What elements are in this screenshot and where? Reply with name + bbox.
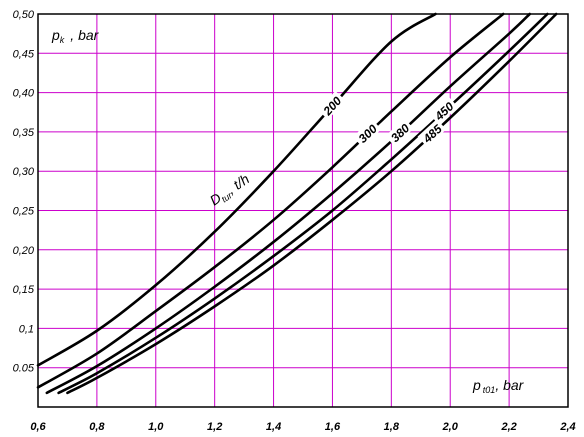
y-tick-label: 0,30 bbox=[13, 166, 35, 178]
y-tick-label: 0,1 bbox=[19, 323, 34, 335]
x-tick-label: 1,6 bbox=[325, 421, 341, 433]
y-tick-label: 0,20 bbox=[13, 245, 35, 257]
x-axis-label-main: p bbox=[472, 377, 481, 393]
x-axis-label-unit: , bar bbox=[495, 377, 524, 393]
y-tick-label: 0,50 bbox=[13, 9, 35, 21]
series-label-bg bbox=[385, 118, 414, 147]
x-tick-label: 1,0 bbox=[148, 421, 164, 433]
y-axis-label-main: p bbox=[51, 27, 60, 43]
x-axis-label-sub: t01 bbox=[483, 385, 496, 395]
y-axis-label-unit: , bar bbox=[70, 27, 99, 43]
x-tick-label: 1,4 bbox=[266, 421, 281, 433]
y-tick-label: 0,40 bbox=[13, 88, 35, 100]
y-tick-label: 0,35 bbox=[13, 127, 35, 139]
x-tick-label: 1,2 bbox=[207, 421, 222, 433]
series-line-300 bbox=[36, 12, 505, 389]
series-group-label: Dtur, t/h bbox=[207, 171, 254, 211]
y-tick-label: 0,25 bbox=[13, 206, 35, 218]
series-line-450 bbox=[57, 12, 549, 395]
series-line-485 bbox=[66, 12, 558, 395]
grid bbox=[37, 13, 569, 408]
x-tick-label: 0,6 bbox=[30, 421, 46, 433]
y-axis-label-sub: k bbox=[60, 35, 65, 45]
series-line-380 bbox=[45, 12, 532, 395]
plot-frame bbox=[37, 13, 569, 408]
series-label-bg bbox=[429, 96, 458, 125]
tick-labels: 0,6 0,8 1,0 1,2 1,4 1,6 1,8 2,0 2,2 2,4 0.05 0,1 0,1… bbox=[13, 9, 576, 433]
plot-border bbox=[37, 13, 569, 408]
x-tick-label: 2,2 bbox=[500, 421, 516, 433]
series-label-bg bbox=[417, 119, 447, 147]
x-axis-label: p t01, bar bbox=[472, 377, 525, 395]
x-tick-label: 2,0 bbox=[442, 421, 459, 433]
y-tick-label: 0.05 bbox=[13, 363, 35, 375]
series-lines bbox=[36, 12, 558, 395]
x-tick-label: 1,8 bbox=[384, 421, 400, 433]
series-label-bg bbox=[317, 90, 346, 120]
y-axis-label: pk , bar bbox=[51, 27, 100, 45]
y-tick-label: 0,45 bbox=[13, 48, 35, 60]
x-tick-label: 0,8 bbox=[89, 421, 105, 433]
series-label-bg bbox=[352, 119, 382, 148]
series-line-200 bbox=[36, 12, 437, 367]
y-tick-label: 0,15 bbox=[13, 284, 35, 296]
x-tick-label: 2,4 bbox=[559, 421, 575, 433]
